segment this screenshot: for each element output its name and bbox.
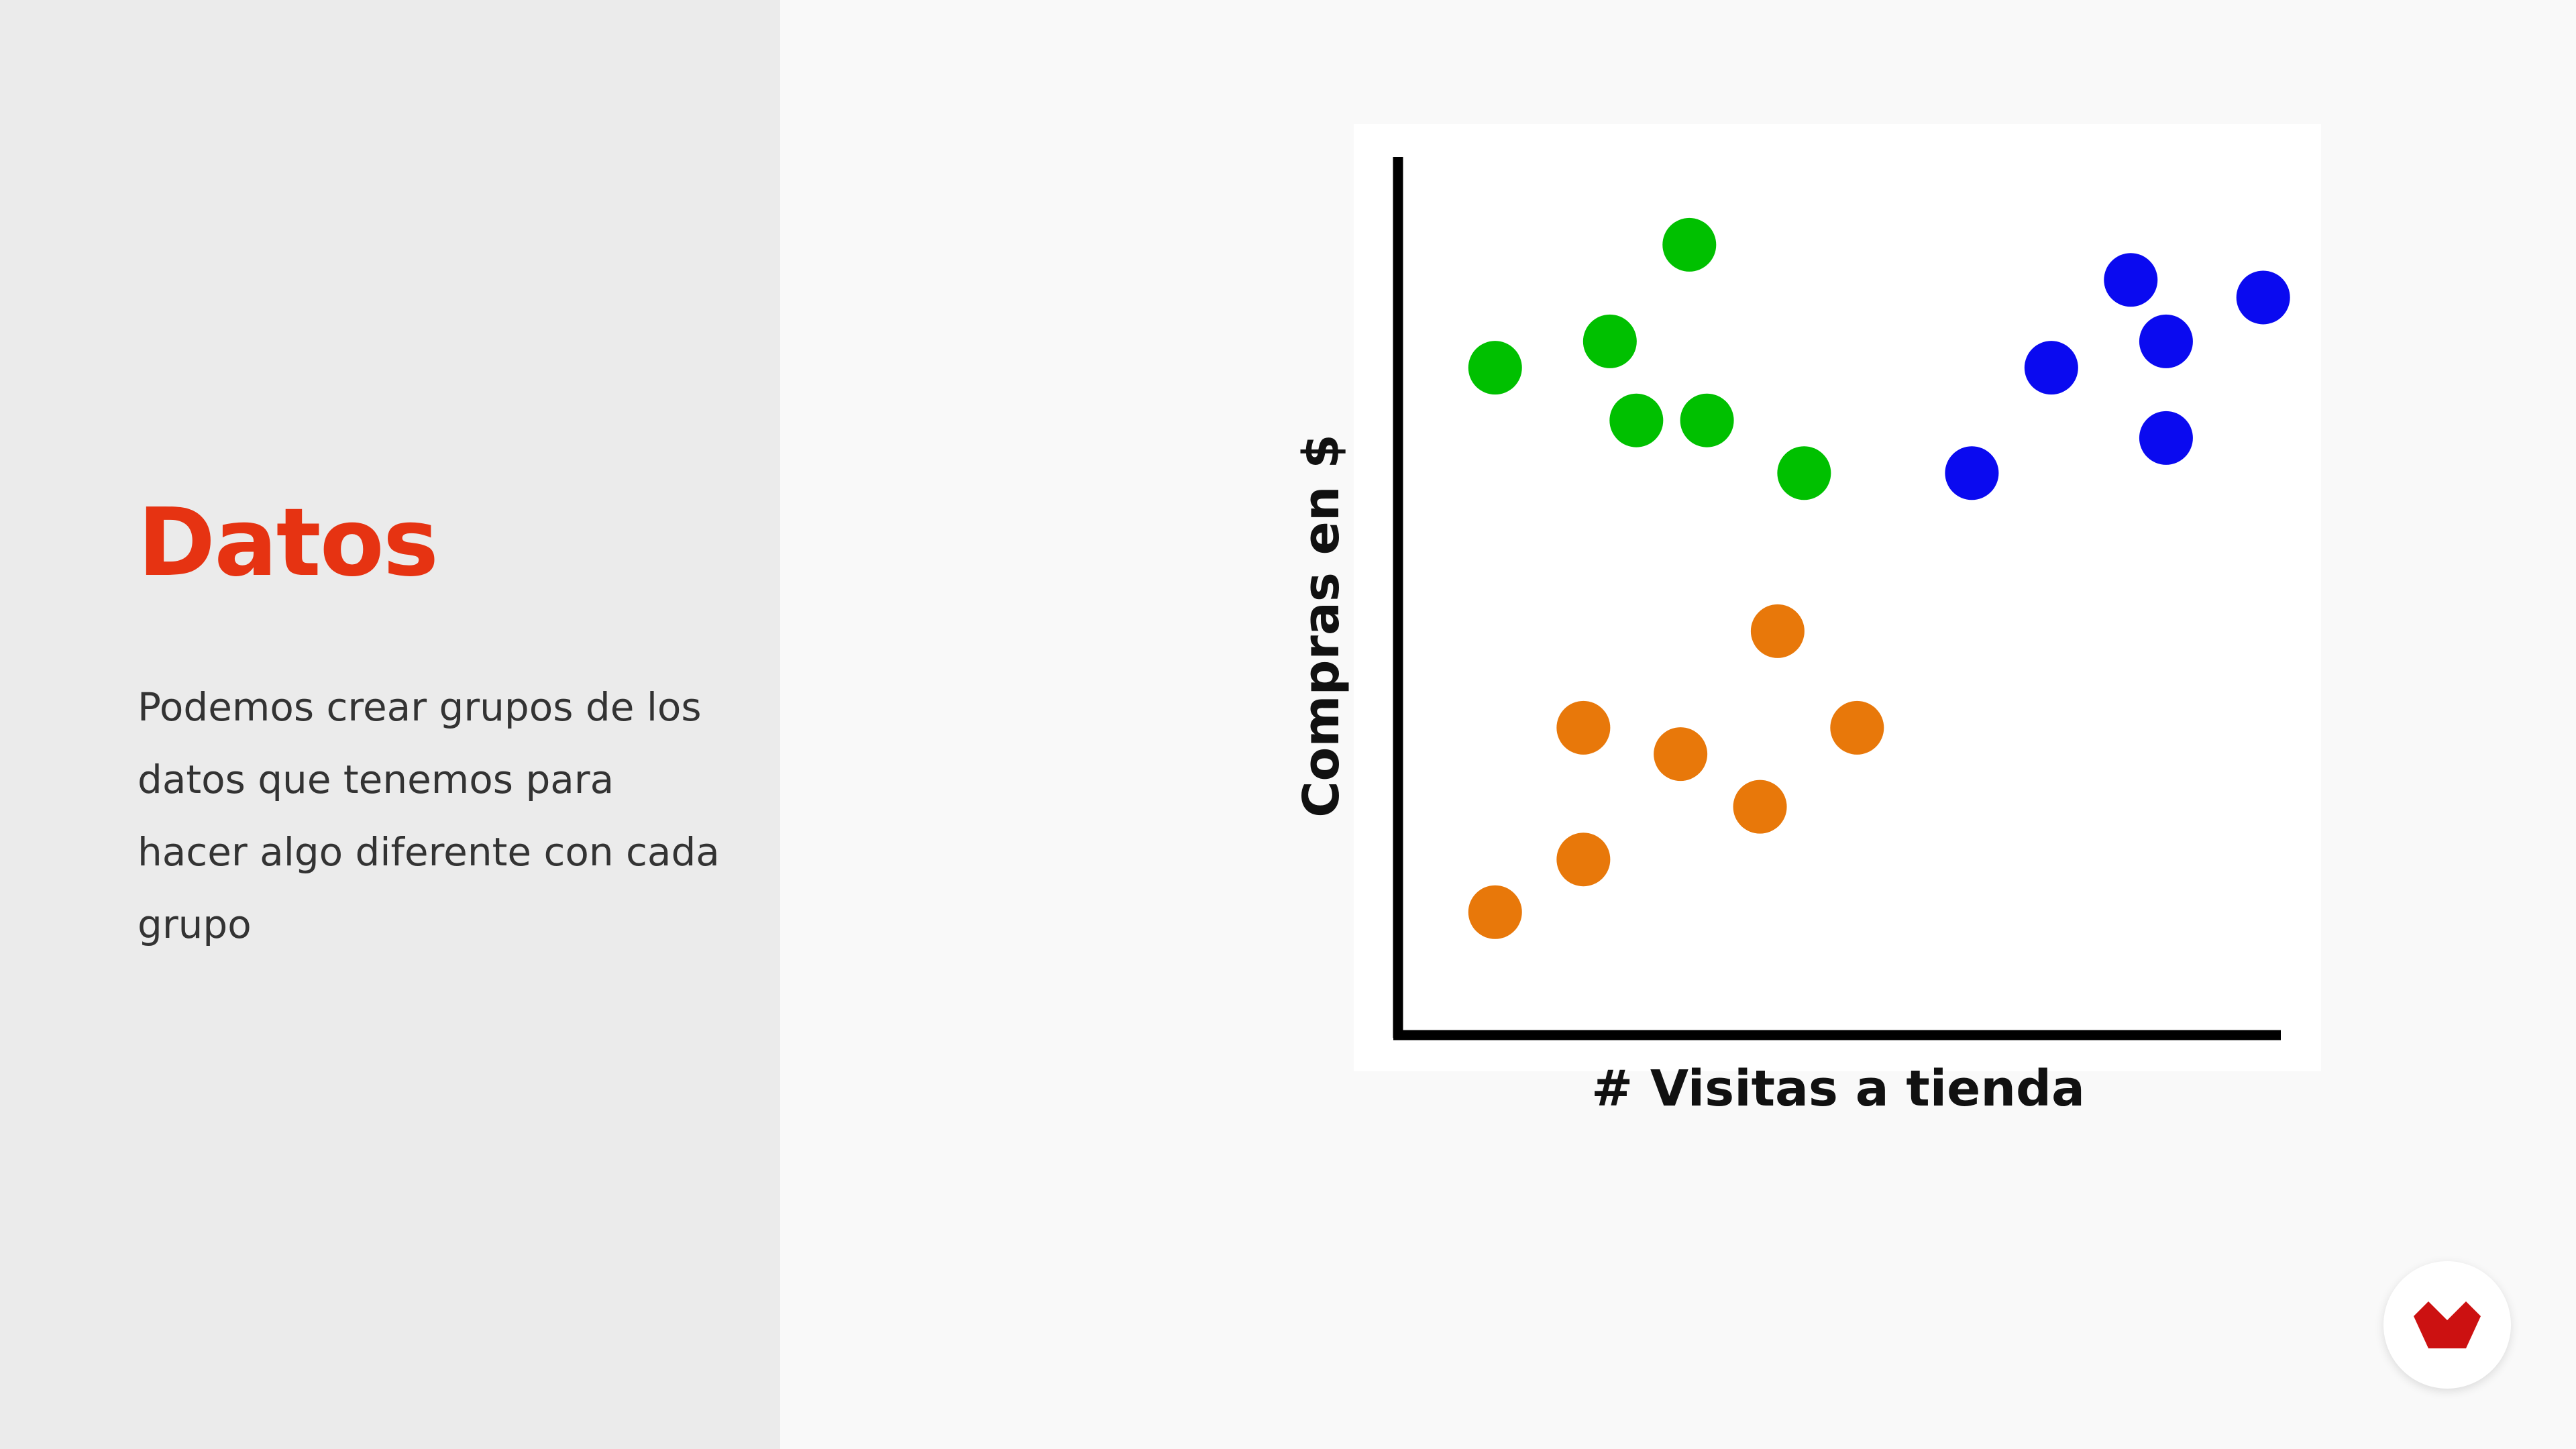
scatter-point bbox=[1680, 393, 1734, 447]
scatter-point bbox=[1750, 604, 1805, 658]
scatter-point bbox=[2139, 411, 2193, 465]
scatter-point bbox=[2139, 314, 2193, 368]
scatter-point bbox=[1654, 727, 1708, 782]
scatter-point bbox=[2104, 253, 2158, 307]
brand-logo-icon bbox=[2414, 1301, 2481, 1348]
slide-body-text: Podemos crear grupos de los datos que te… bbox=[138, 684, 720, 947]
scatter-point bbox=[1556, 700, 1611, 755]
scatter-point bbox=[1468, 885, 1522, 939]
data-points bbox=[1468, 217, 2290, 939]
sidebar-panel: Datos Podemos crear grupos de los datos … bbox=[0, 0, 780, 1449]
brand-logo-button[interactable] bbox=[2383, 1261, 2511, 1389]
x-axis-label: # Visitas a tienda bbox=[1591, 1060, 2085, 1118]
scatter-point bbox=[1830, 700, 1884, 755]
scatter-point bbox=[1777, 446, 1831, 500]
scatter-point bbox=[1468, 341, 1522, 395]
scatter-point bbox=[1609, 393, 1664, 447]
y-axis-label: Compras en $ bbox=[1293, 434, 1350, 818]
slide-title: Datos bbox=[138, 488, 439, 598]
scatter-point bbox=[1662, 217, 1717, 272]
scatter-chart bbox=[1393, 157, 2290, 1040]
scatter-point bbox=[1733, 780, 1787, 834]
scatter-point bbox=[2024, 341, 2078, 395]
scatter-point bbox=[1556, 833, 1611, 887]
scatter-point bbox=[1582, 314, 1637, 368]
scatter-point bbox=[1945, 446, 1999, 500]
scatter-point bbox=[2236, 270, 2290, 325]
